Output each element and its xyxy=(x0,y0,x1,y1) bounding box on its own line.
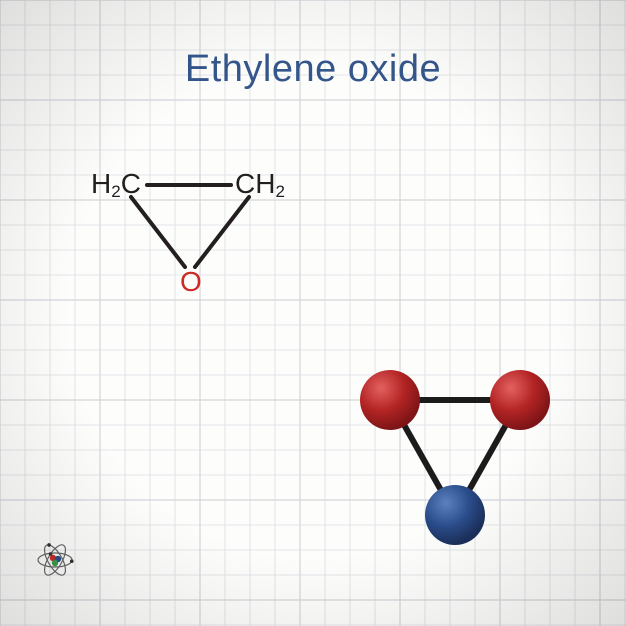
svg-text:CH2: CH2 xyxy=(235,168,285,201)
atom-icon xyxy=(30,535,80,585)
compound-title: Ethylene oxide xyxy=(0,48,626,91)
diagram-canvas: Ethylene oxide H2C CH2 O xyxy=(0,0,626,626)
structural-formula: H2C CH2 O xyxy=(85,155,305,325)
svg-text:H2C: H2C xyxy=(91,168,141,201)
ball-and-stick-model xyxy=(330,350,580,560)
svg-text:O: O xyxy=(180,266,202,297)
